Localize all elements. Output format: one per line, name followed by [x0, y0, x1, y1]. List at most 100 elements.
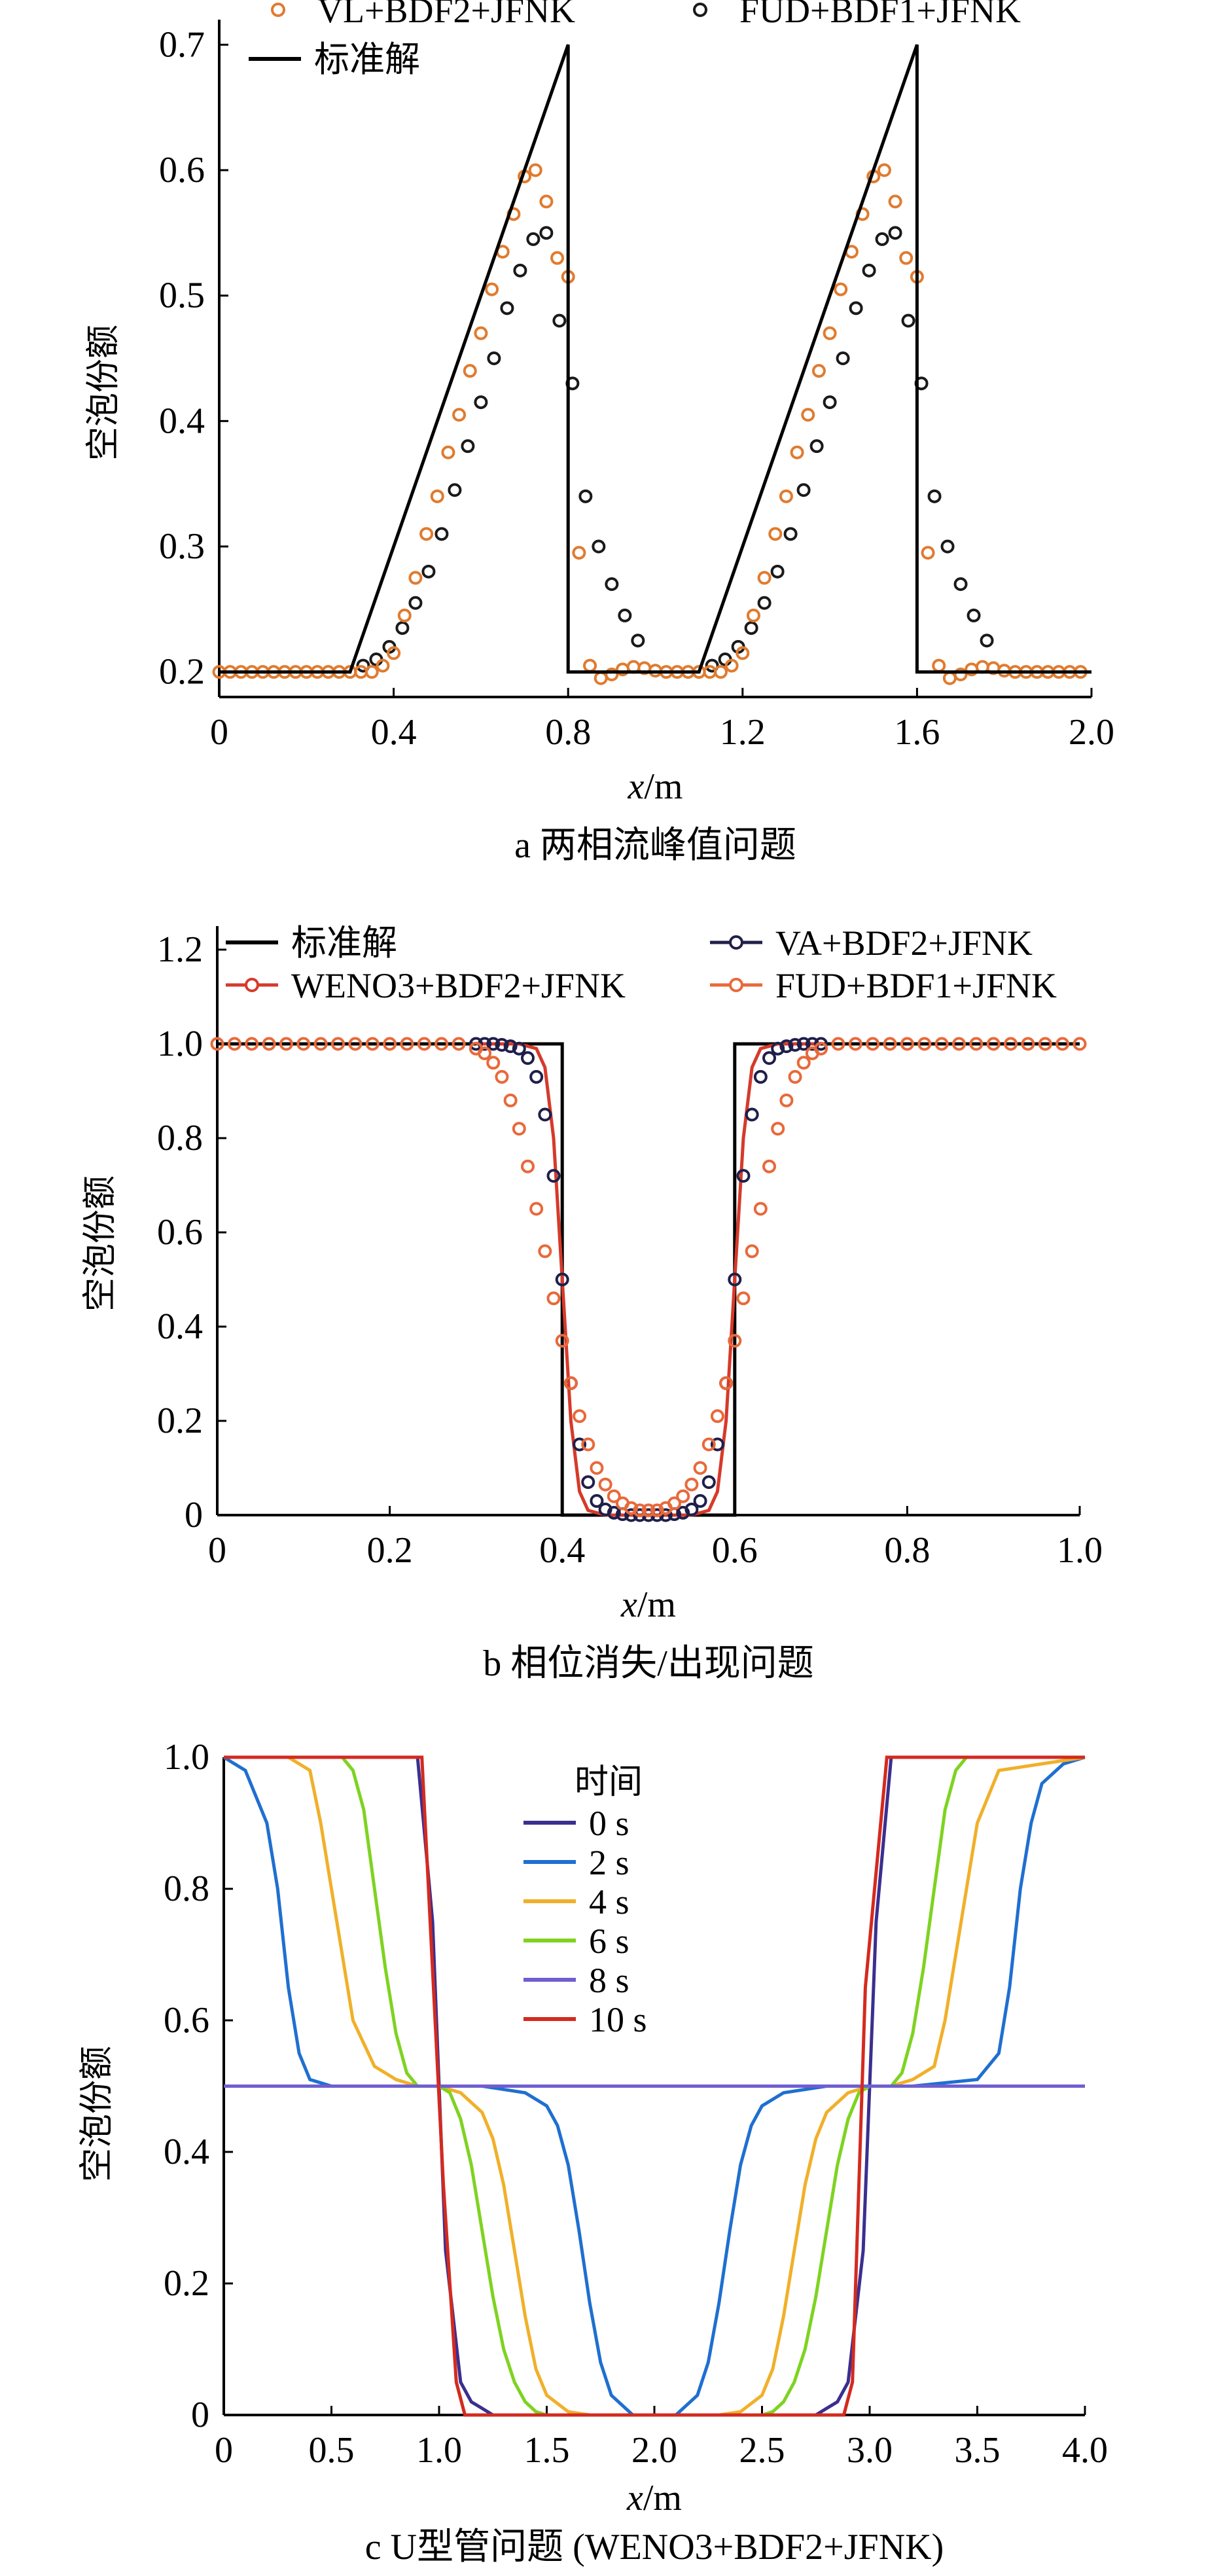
data-point	[693, 1494, 707, 1508]
data-point	[1038, 1037, 1052, 1051]
data-point	[951, 1037, 966, 1051]
data-point	[529, 1069, 544, 1084]
y-tick-label: 1.0	[157, 1024, 203, 1064]
data-point	[728, 1334, 742, 1348]
data-point	[900, 1037, 914, 1051]
data-point	[227, 1037, 241, 1051]
data-point	[1073, 1037, 1087, 1051]
x-tick-label: 0.8	[545, 712, 591, 753]
data-point	[927, 489, 942, 503]
data-point	[953, 577, 968, 591]
data-point	[745, 1244, 759, 1259]
data-point	[513, 263, 527, 277]
data-point	[486, 1056, 501, 1070]
data-point	[538, 1107, 552, 1122]
data-point	[814, 1041, 828, 1056]
data-point	[710, 1437, 724, 1452]
y-tick-label: 0.6	[164, 2000, 209, 2041]
data-point	[744, 621, 758, 635]
data-point	[823, 326, 837, 340]
legend-label: 0 s	[589, 1804, 630, 1843]
data-point	[667, 1496, 682, 1511]
data-point	[594, 671, 608, 685]
data-point	[684, 1477, 699, 1492]
legend-label: 8 s	[589, 1961, 630, 2000]
data-point	[710, 1409, 724, 1423]
data-point	[605, 577, 619, 591]
data-point	[811, 364, 826, 378]
data-point	[526, 232, 541, 246]
legend-marker	[729, 935, 743, 950]
data-point	[520, 1051, 535, 1065]
data-point	[512, 1122, 526, 1136]
data-point	[435, 527, 449, 541]
data-point	[419, 527, 434, 541]
data-point	[495, 1037, 509, 1052]
data-point	[503, 1039, 518, 1054]
data-point	[809, 439, 824, 454]
legend-label: 4 s	[589, 1882, 630, 1922]
data-point	[520, 1159, 535, 1173]
x-tick-label: 0	[208, 1530, 226, 1571]
data-point	[279, 1037, 293, 1051]
legend-label: 标准解	[291, 923, 397, 963]
data-point	[538, 1244, 552, 1259]
x-tick-label: 0	[210, 712, 228, 753]
data-point	[461, 439, 475, 454]
data-point	[736, 646, 750, 660]
data-point	[474, 395, 488, 410]
data-point	[581, 1437, 595, 1452]
x-tick-label: 1.5	[524, 2430, 570, 2471]
data-point	[573, 1409, 587, 1423]
data-point	[753, 1069, 768, 1084]
data-point	[953, 668, 968, 681]
y-tick-label: 0.8	[157, 1118, 203, 1158]
x-tick-label: 0.5	[309, 2430, 355, 2471]
data-point	[500, 301, 514, 315]
data-point	[757, 596, 771, 610]
data-point	[376, 658, 390, 673]
data-point	[408, 596, 423, 610]
series-5	[224, 1755, 1085, 2417]
x-tick-label: 0	[215, 2430, 233, 2471]
y-tick-label: 0.2	[164, 2263, 209, 2304]
x-tick-label: 1.0	[416, 2430, 462, 2471]
y-tick-label: 0.3	[159, 526, 205, 567]
figure-caption: a 两相流峰值问题	[514, 825, 796, 866]
y-axis-title: 空泡份额	[77, 2046, 116, 2182]
data-point	[831, 1037, 845, 1051]
chart-panel-b: 0 0.2 0.4 0.6 0.8 1.0 0 0.2 0.4 0.6 0.8 1.0 1.2 x/m 空泡…	[80, 923, 1103, 1684]
data-point	[448, 483, 462, 497]
data-point	[417, 1037, 431, 1051]
legend-label: 标准解	[314, 40, 420, 79]
data-point	[940, 539, 955, 554]
data-point	[969, 1037, 984, 1051]
y-tick-label: 0.5	[159, 276, 205, 316]
data-point	[713, 665, 728, 679]
data-point	[901, 313, 915, 328]
legend: VL+BDF2+JFNK FUD+BDF1+JFNK 标准解	[249, 0, 1021, 79]
data-point	[848, 1037, 862, 1051]
data-point	[296, 1037, 311, 1051]
data-point	[313, 1037, 328, 1051]
data-point	[736, 1291, 751, 1306]
data-point	[788, 1069, 802, 1084]
y-tick-label: 0	[185, 1495, 203, 1535]
data-point	[452, 408, 467, 422]
data-point	[779, 1039, 794, 1054]
chart-panel-a: 0 0.4 0.8 1.2 1.6 2.0 0.2 0.3 0.4 0.5 0.6 0.7 x/m 空泡份…	[84, 0, 1114, 866]
y-tick-label: 0.4	[157, 1306, 203, 1347]
data-point	[485, 282, 499, 296]
data-point	[555, 1272, 569, 1287]
data-point	[581, 1475, 595, 1490]
data-point	[770, 564, 785, 579]
data-point	[528, 163, 542, 177]
data-point	[762, 1051, 777, 1065]
data-point	[365, 1037, 380, 1051]
y-tick-label: 0.6	[159, 150, 205, 190]
data-point	[572, 546, 586, 560]
data-point	[550, 251, 565, 265]
data-point	[552, 313, 567, 328]
legend-label: FUD+BDF1+JFNK	[739, 0, 1021, 30]
